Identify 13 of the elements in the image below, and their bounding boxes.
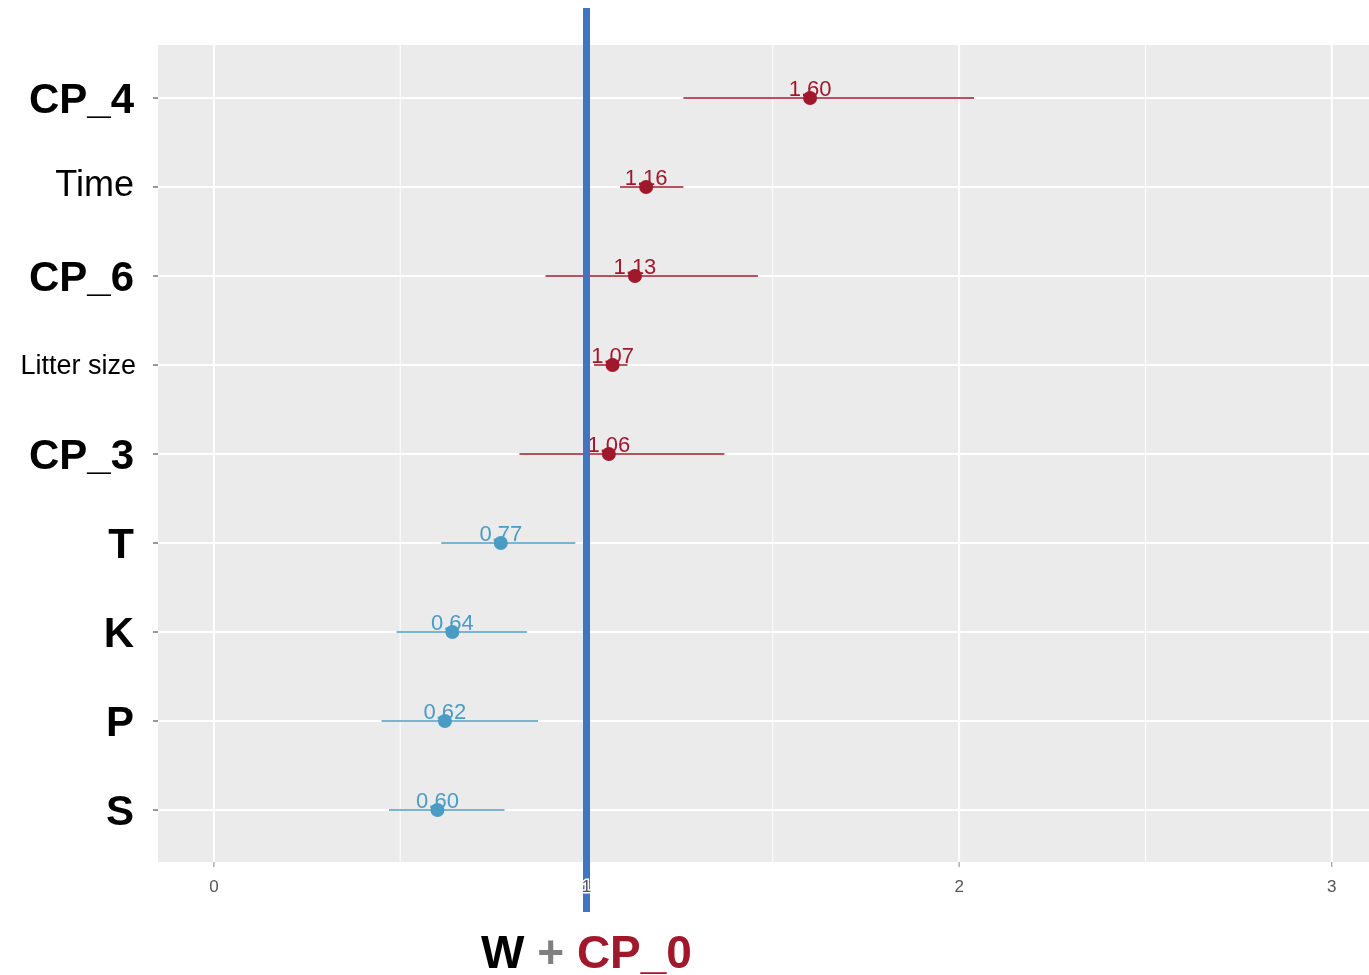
y-tick-label: T — [108, 520, 135, 567]
x-axis-title: W + CP_0 — [481, 926, 692, 975]
y-tick-label: P — [105, 698, 134, 745]
y-tick-label: CP_6 — [28, 253, 134, 300]
y-tick-label: CP_3 — [28, 431, 134, 478]
y-tick-label: CP_4 — [28, 75, 135, 122]
x-tick-label: 3 — [1327, 877, 1337, 896]
y-tick-label: K — [103, 609, 134, 656]
y-tick-label: Litter size — [20, 350, 136, 380]
y-tick-label: S — [105, 787, 134, 834]
y-tick-label: Time — [55, 163, 134, 204]
x-tick-label: 2 — [954, 877, 964, 896]
x-tick-label: 0 — [209, 877, 219, 896]
